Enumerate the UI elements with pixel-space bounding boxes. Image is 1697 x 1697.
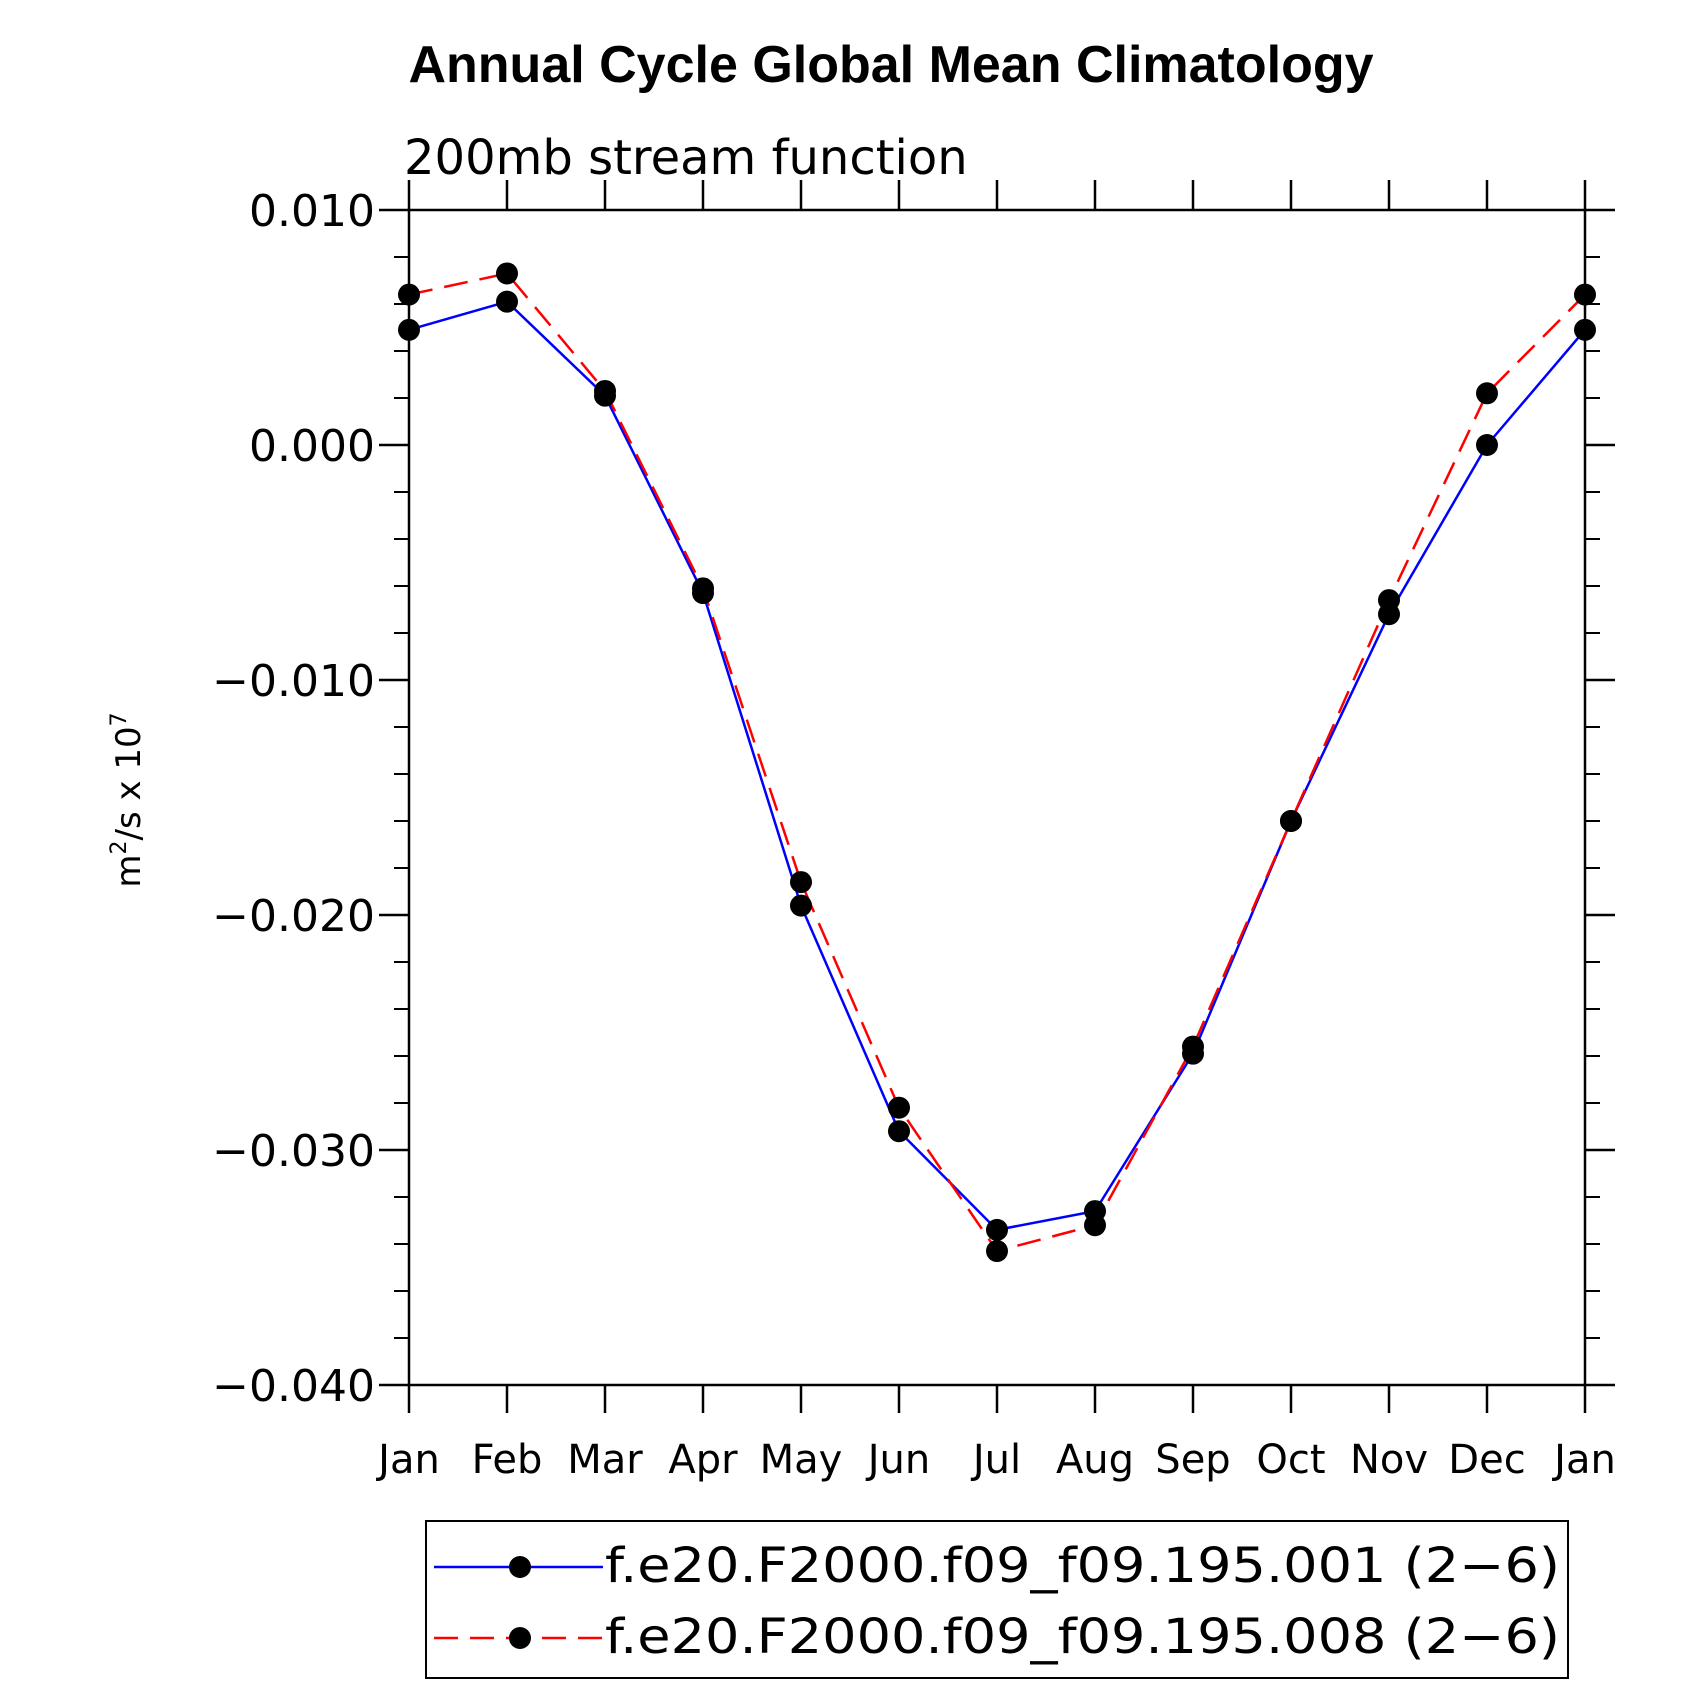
- series-1-point: [496, 290, 518, 313]
- legend: f.e20.F2000.f09_f09.195.001 (2−6) f.e20.…: [425, 1520, 1569, 1679]
- series-2-point: [594, 379, 616, 402]
- plot-frame: [407, 208, 1587, 1387]
- series-2-point: [1574, 283, 1596, 306]
- y-axis-label-mid: /s x 10: [109, 726, 149, 840]
- y-axis-label-base: m: [109, 855, 149, 888]
- x-tick-label: Jul: [970, 1437, 1021, 1483]
- x-tick-label: Feb: [472, 1437, 543, 1483]
- series-2-point: [888, 1096, 910, 1119]
- chart-title: Annual Cycle Global Mean Climatology: [408, 36, 1373, 94]
- series-2-point: [1084, 1214, 1106, 1237]
- series-layer: [398, 262, 1596, 1263]
- x-tick-label: Dec: [1448, 1437, 1525, 1483]
- y-tick-label: −0.020: [212, 891, 375, 942]
- y-tick-label: 0.010: [249, 186, 375, 237]
- y-axis-label-sup1: 2: [107, 841, 132, 855]
- legend-entry-2: f.e20.F2000.f09_f09.195.008 (2−6): [434, 1609, 1560, 1665]
- x-tick-label: May: [760, 1437, 843, 1483]
- x-tick-label: Mar: [567, 1437, 643, 1483]
- legend-marker-series-2: [509, 1627, 531, 1649]
- series-2-point: [1280, 810, 1302, 832]
- y-tick-label: 0.000: [249, 421, 375, 472]
- series-1-line: [408, 300, 1586, 1232]
- y-axis-label-group: m2/s x 107: [107, 712, 149, 887]
- chart-subtitle: 200mb stream function: [404, 130, 968, 186]
- series-1-point: [986, 1218, 1008, 1241]
- series-2-point: [986, 1240, 1008, 1263]
- series-1-point: [790, 894, 812, 917]
- chart-title-group: Annual Cycle Global Mean Climatology 200…: [404, 36, 1374, 186]
- series-2-point: [1476, 382, 1498, 405]
- series-2-point: [790, 871, 812, 894]
- legend-box: [425, 1520, 1569, 1679]
- y-tick-label: −0.040: [212, 1361, 375, 1412]
- legend-label-series-2: f.e20.F2000.f09_f09.195.008 (2−6): [605, 1609, 1560, 1665]
- legend-entry-1: f.e20.F2000.f09_f09.195.001 (2−6): [434, 1538, 1560, 1594]
- x-tick-label: Apr: [668, 1437, 738, 1483]
- x-tick-label: Oct: [1256, 1437, 1325, 1483]
- x-tick-label: Jun: [865, 1437, 931, 1483]
- x-tick-label: Jan: [1551, 1437, 1616, 1483]
- x-tick-label: Jan: [375, 1437, 440, 1483]
- series-2-point: [1378, 589, 1400, 612]
- y-tick-label: −0.030: [212, 1126, 375, 1177]
- series-1-point: [398, 318, 420, 341]
- series-1-point: [888, 1120, 910, 1143]
- series-2-point: [496, 262, 518, 285]
- x-tick-label: Aug: [1056, 1437, 1134, 1483]
- series-2-line: [408, 272, 1586, 1253]
- legend-label-series-1: f.e20.F2000.f09_f09.195.001 (2−6): [605, 1538, 1560, 1594]
- y-axis-label: m2/s x 107: [107, 712, 149, 887]
- series-2-point: [1182, 1035, 1204, 1058]
- legend-marker-series-1: [509, 1556, 531, 1578]
- x-tick-label: Sep: [1155, 1437, 1230, 1483]
- series-1-point: [1574, 318, 1596, 341]
- y-tick-label: −0.010: [212, 656, 375, 707]
- series-2-point: [692, 577, 714, 600]
- y-axis-label-sup2: 7: [107, 712, 132, 726]
- series-1-point: [1476, 434, 1498, 456]
- x-tick-label: Nov: [1350, 1437, 1428, 1483]
- series-2-point: [398, 283, 420, 306]
